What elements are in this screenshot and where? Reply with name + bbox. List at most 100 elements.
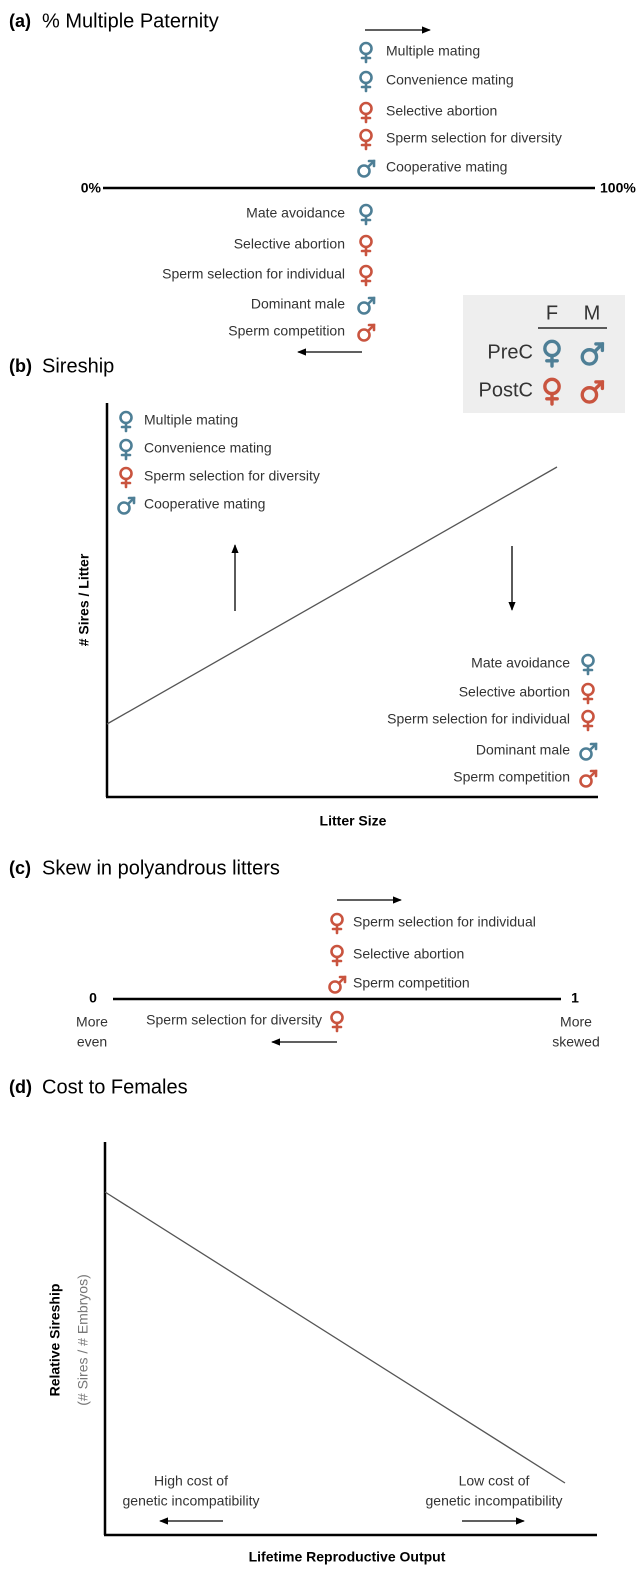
y-axis-label: # Sires / Litter [76,553,92,646]
item-label: Sperm selection for diversity [386,130,562,146]
sex-icon [579,769,598,788]
item-label: Selective abortion [234,236,345,252]
sex-icon [119,466,133,489]
axis-start: 0% [81,180,102,196]
item-label: Cooperative mating [386,159,507,175]
icon-ring [330,912,344,927]
icon-ring [359,70,373,85]
icon-head [367,296,376,305]
item-label: Convenience mating [386,72,514,88]
sex-icon [359,234,373,257]
icon-ring [579,774,593,788]
axis-note: More [76,1014,108,1030]
item-label: Multiple mating [386,43,480,59]
panel-label: (a) [9,11,31,31]
icon-ring [359,234,373,249]
axis-note: skewed [552,1034,599,1050]
trend-line [104,1191,566,1484]
axis-note: More [560,1014,592,1030]
icon-ring [357,328,371,342]
y-axis-sub: (# Sires / # Embryos) [75,1274,91,1405]
legend-row: PreC [487,341,533,363]
item-label: Dominant male [476,742,570,758]
sex-icon [580,342,605,366]
item-label: Sperm selection for diversity [144,468,320,484]
legend-row: PostC [479,379,533,401]
icon-head [367,323,376,332]
icon-head [589,769,598,778]
item-label: Sperm selection for individual [162,266,345,282]
note: genetic incompatibility [123,1493,260,1509]
axis-end: 100% [600,180,636,196]
item-label: Sperm selection for diversity [146,1012,322,1028]
icon-ring [581,682,595,697]
note: Low cost of [459,1473,530,1489]
sex-icon [543,339,561,368]
sex-icon [330,1010,344,1033]
sex-icon [357,323,376,342]
panel-title: Sireship [42,355,114,377]
legend-column: M [584,302,601,324]
sex-icon [357,296,376,315]
icon-head [589,742,598,751]
icon-ring [119,466,133,481]
axis-note: even [77,1034,107,1050]
item-label: Dominant male [251,296,345,312]
sex-icon [328,975,347,994]
item-label: Sperm selection for individual [353,914,536,930]
sex-icon [330,912,344,935]
sex-icon [330,944,344,967]
item-label: Mate avoidance [246,205,345,221]
note: genetic incompatibility [426,1493,563,1509]
sex-icon [580,380,605,404]
icon-ring [119,438,133,453]
sex-icon [359,264,373,287]
sex-icon [581,709,595,732]
panel-label: (d) [9,1077,32,1097]
sex-icon [357,159,376,178]
item-label: Selective abortion [386,103,497,119]
sex-icon [119,438,133,461]
item-label: Sperm selection for individual [387,711,570,727]
panel-label: (b) [9,356,32,376]
icon-ring [581,709,595,724]
icon-head [594,380,605,391]
sex-icon [359,101,373,124]
icon-ring [357,301,371,315]
y-axis-label: Relative Sireship [47,1284,63,1397]
icon-ring [359,203,373,218]
panel-title: Cost to Females [42,1076,188,1098]
item-label: Multiple mating [144,412,238,428]
sex-icon [359,41,373,64]
icon-ring [581,653,595,668]
item-label: Sperm competition [453,769,570,785]
trend-line [106,466,558,725]
sex-icon [581,653,595,676]
icon-ring [580,348,599,366]
item-label: Cooperative mating [144,496,265,512]
sex-icon [359,203,373,226]
icon-ring [579,747,593,761]
icon-ring [119,410,133,425]
item-label: Mate avoidance [471,655,570,671]
icon-ring [357,164,371,178]
icon-ring [117,501,131,515]
icon-ring [359,264,373,279]
sex-icon [581,682,595,705]
sex-icon [119,410,133,433]
item-label: Selective abortion [353,946,464,962]
item-label: Sperm competition [228,323,345,339]
icon-ring [580,386,599,404]
item-label: Sperm competition [353,975,470,991]
icon-head [594,342,605,353]
x-axis-label: Litter Size [320,813,387,829]
panel-title: % Multiple Paternity [42,10,219,32]
icon-ring [359,41,373,56]
panel-label: (c) [9,858,31,878]
x-axis-label: Lifetime Reproductive Output [249,1549,446,1565]
icon-ring [330,1010,344,1025]
sex-icon [359,128,373,151]
icon-ring [330,944,344,959]
icon-ring [359,101,373,116]
